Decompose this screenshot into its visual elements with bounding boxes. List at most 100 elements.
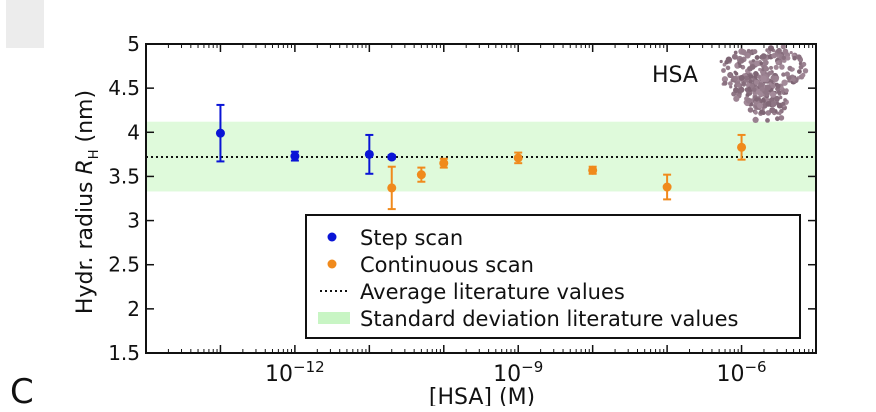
- protein-atom: [749, 64, 756, 70]
- protein-atom: [733, 87, 739, 94]
- protein-atom: [738, 64, 743, 68]
- protein-atom: [769, 65, 773, 70]
- marker: [588, 165, 598, 175]
- protein-atom: [768, 82, 772, 86]
- protein-atom: [724, 59, 729, 65]
- protein-atom: [785, 55, 791, 61]
- protein-atom: [781, 79, 788, 86]
- marker: [215, 128, 225, 138]
- y-tick-label: 5: [127, 32, 140, 56]
- legend-box: [305, 214, 801, 339]
- protein-atom: [738, 86, 745, 93]
- protein-atom: [733, 95, 740, 102]
- protein-atom: [752, 116, 759, 123]
- legend-marker: [318, 312, 350, 324]
- protein-atom: [760, 53, 767, 60]
- protein-atom: [729, 85, 733, 89]
- protein-atom: [753, 79, 760, 86]
- x-tick-label: 10−9: [493, 358, 543, 387]
- marker: [387, 183, 397, 193]
- protein-atom: [759, 109, 764, 115]
- protein-atom: [776, 47, 782, 54]
- protein-atom: [759, 86, 765, 92]
- protein-atom: [722, 80, 728, 86]
- x-tick-label: 10−6: [716, 358, 766, 387]
- protein-atom: [802, 68, 809, 74]
- protein-atom: [800, 72, 806, 78]
- protein-atom: [731, 53, 738, 60]
- data-point: [737, 133, 747, 161]
- protein-atom: [743, 52, 747, 56]
- legend-entry: Continuous scan: [327, 253, 534, 277]
- protein-atom: [777, 90, 782, 95]
- protein-atom: [761, 97, 766, 103]
- protein-atom: [728, 73, 733, 78]
- marker: [290, 151, 300, 161]
- protein-atom: [770, 75, 776, 81]
- y-tick-label: 4.5: [108, 76, 140, 100]
- protein-atom: [782, 48, 789, 55]
- marker: [662, 182, 672, 192]
- marker: [737, 142, 747, 152]
- data-point: [364, 133, 374, 175]
- protein-atom: [759, 61, 764, 66]
- legend-label: Average literature values: [360, 280, 625, 304]
- data-point: [513, 151, 523, 165]
- x-tick-label: 10−12: [265, 358, 325, 387]
- protein-atom: [760, 75, 767, 83]
- protein-atom: [738, 57, 745, 64]
- marker: [439, 158, 449, 168]
- protein-atom: [743, 75, 749, 81]
- protein-atom: [773, 95, 780, 102]
- protein-atom: [769, 97, 774, 102]
- protein-atom: [734, 71, 739, 76]
- data-point: [439, 157, 449, 169]
- marker: [416, 170, 426, 180]
- protein-atom: [789, 51, 793, 55]
- protein-atom: [798, 64, 804, 70]
- legend-marker: [327, 232, 337, 242]
- data-point: [290, 150, 300, 162]
- legend: Step scan Continuous scan Average literatu…: [305, 214, 801, 339]
- legend-label: Standard deviation literature values: [360, 307, 738, 331]
- legend-entry: Average literature values: [320, 280, 625, 304]
- protein-atom: [784, 71, 790, 77]
- legend-label: Continuous scan: [360, 253, 534, 277]
- hsa-annotation: HSA: [652, 63, 698, 88]
- protein-atom: [775, 83, 781, 89]
- protein-atom: [781, 72, 786, 77]
- protein-atom: [792, 55, 797, 61]
- protein-image-layer: [719, 44, 809, 123]
- y-tick-label: 1.5: [108, 341, 140, 365]
- data-point: [387, 165, 397, 211]
- protein-atom: [736, 83, 741, 88]
- marker: [364, 149, 374, 159]
- protein-atom: [761, 64, 765, 68]
- data-points-layer: [215, 103, 747, 211]
- legend-entry: Step scan: [327, 226, 463, 250]
- legend-entry: Standard deviation literature values: [318, 307, 738, 331]
- data-point: [588, 165, 598, 175]
- protein-atom: [738, 74, 745, 81]
- protein-atom: [765, 101, 772, 107]
- protein-atom: [783, 98, 787, 102]
- protein-atom: [791, 77, 796, 82]
- y-tick-label: 2.5: [108, 253, 140, 277]
- protein-atom: [773, 64, 779, 70]
- protein-atom: [753, 110, 758, 115]
- legend-label: Step scan: [360, 226, 463, 250]
- protein-atom: [721, 68, 726, 73]
- protein-atom: [721, 76, 729, 83]
- protein-atom: [765, 118, 770, 123]
- protein-atom: [797, 69, 802, 74]
- protein-atom: [781, 101, 786, 106]
- marker: [513, 153, 523, 163]
- data-point: [215, 103, 225, 163]
- protein-atom: [764, 84, 772, 91]
- protein-atom: [747, 107, 754, 113]
- y-tick-label: 4: [127, 120, 140, 144]
- protein-atom: [775, 60, 780, 66]
- protein-atom: [801, 61, 807, 67]
- protein-atom: [769, 107, 776, 114]
